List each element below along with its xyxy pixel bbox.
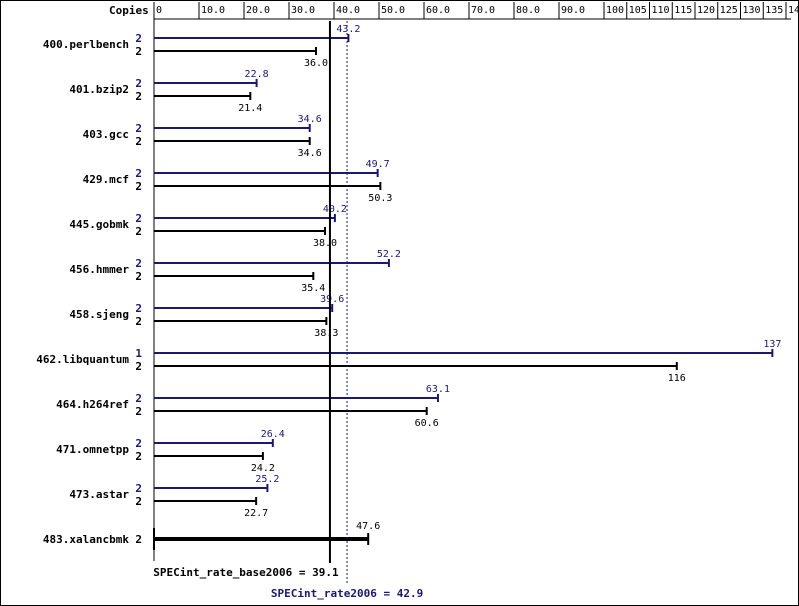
base-copies: 2 — [135, 270, 142, 283]
base-copies: 2 — [135, 90, 142, 103]
base-reference-label: SPECint_rate_base2006 = 39.1 — [153, 566, 339, 579]
x-tick-label: 10.0 — [201, 5, 225, 16]
copies-header: Copies — [109, 4, 149, 17]
base-value-label: 34.6 — [298, 148, 322, 159]
x-tick-label: 70.0 — [471, 5, 495, 16]
peak-value-label: 39.6 — [320, 294, 344, 305]
x-tick-label: 140 — [788, 5, 798, 16]
peak-copies: 1 — [135, 347, 142, 360]
peak-copies: 2 — [135, 302, 142, 315]
x-tick-label: 40.0 — [336, 5, 360, 16]
base-value-label: 38.3 — [314, 328, 338, 339]
base-copies: 2 — [135, 315, 142, 328]
peak-value-label: 43.2 — [336, 24, 360, 35]
peak-copies: 2 — [135, 482, 142, 495]
peak-value-label: 34.6 — [298, 114, 322, 125]
x-tick-label: 0 — [156, 5, 162, 16]
base-value-label: 21.4 — [238, 103, 262, 114]
base-copies: 2 — [135, 495, 142, 508]
x-tick-label: 125 — [720, 5, 738, 16]
x-tick-label: 130 — [743, 5, 761, 16]
category-label: 400.perlbench — [43, 38, 129, 51]
base-copies: 2 — [135, 225, 142, 238]
x-tick-label: 120 — [697, 5, 715, 16]
base-value-label: 47.6 — [356, 521, 380, 532]
x-tick-label: 80.0 — [516, 5, 540, 16]
peak-copies: 2 — [135, 392, 142, 405]
category-label: 429.mcf — [83, 173, 129, 186]
x-tick-label: 135 — [765, 5, 783, 16]
peak-value-label: 40.2 — [323, 204, 347, 215]
category-label: 401.bzip2 — [69, 83, 129, 96]
category-label: 473.astar — [69, 488, 129, 501]
peak-value-label: 49.7 — [366, 159, 390, 170]
base-value-label: 50.3 — [368, 193, 392, 204]
base-value-label: 116 — [668, 373, 686, 384]
peak-copies: 2 — [135, 212, 142, 225]
category-label: 445.gobmk — [69, 218, 129, 231]
base-copies: 2 — [135, 405, 142, 418]
peak-copies: 2 — [135, 257, 142, 270]
peak-value-label: 25.2 — [255, 474, 279, 485]
peak-copies: 2 — [135, 77, 142, 90]
x-tick-label: 50.0 — [381, 5, 405, 16]
x-tick-label: 30.0 — [291, 5, 315, 16]
base-copies: 2 — [135, 450, 142, 463]
base-copies: 2 — [135, 533, 142, 546]
peak-value-label: 63.1 — [426, 384, 450, 395]
x-tick-label: 90.0 — [561, 5, 585, 16]
peak-copies: 2 — [135, 167, 142, 180]
peak-value-label: 26.4 — [261, 429, 285, 440]
x-tick-label: 105 — [629, 5, 647, 16]
peak-value-label: 22.8 — [245, 69, 269, 80]
peak-copies: 2 — [135, 437, 142, 450]
peak-value-label: 52.2 — [377, 249, 401, 260]
peak-copies: 2 — [135, 32, 142, 45]
category-label: 462.libquantum — [36, 353, 129, 366]
x-tick-label: 60.0 — [426, 5, 450, 16]
base-value-label: 24.2 — [251, 463, 275, 474]
x-tick-label: 110 — [652, 5, 670, 16]
base-value-label: 36.0 — [304, 58, 328, 69]
base-value-label: 35.4 — [301, 283, 325, 294]
peak-copies: 2 — [135, 122, 142, 135]
x-tick-label: 100 — [606, 5, 624, 16]
base-copies: 2 — [135, 135, 142, 148]
base-value-label: 38.0 — [313, 238, 337, 249]
base-copies: 2 — [135, 360, 142, 373]
category-label: 403.gcc — [83, 128, 129, 141]
base-copies: 2 — [135, 45, 142, 58]
base-copies: 2 — [135, 180, 142, 193]
peak-reference-label: SPECint_rate2006 = 42.9 — [271, 587, 423, 600]
category-label: 471.omnetpp — [56, 443, 129, 456]
x-tick-label: 115 — [674, 5, 692, 16]
base-value-label: 60.6 — [415, 418, 439, 429]
peak-value-label: 137 — [763, 339, 781, 350]
category-label: 483.xalancbmk — [43, 533, 129, 546]
category-label: 458.sjeng — [69, 308, 129, 321]
category-label: 456.hmmer — [69, 263, 129, 276]
category-label: 464.h264ref — [56, 398, 129, 411]
x-tick-label: 20.0 — [246, 5, 270, 16]
base-value-label: 22.7 — [244, 508, 268, 519]
